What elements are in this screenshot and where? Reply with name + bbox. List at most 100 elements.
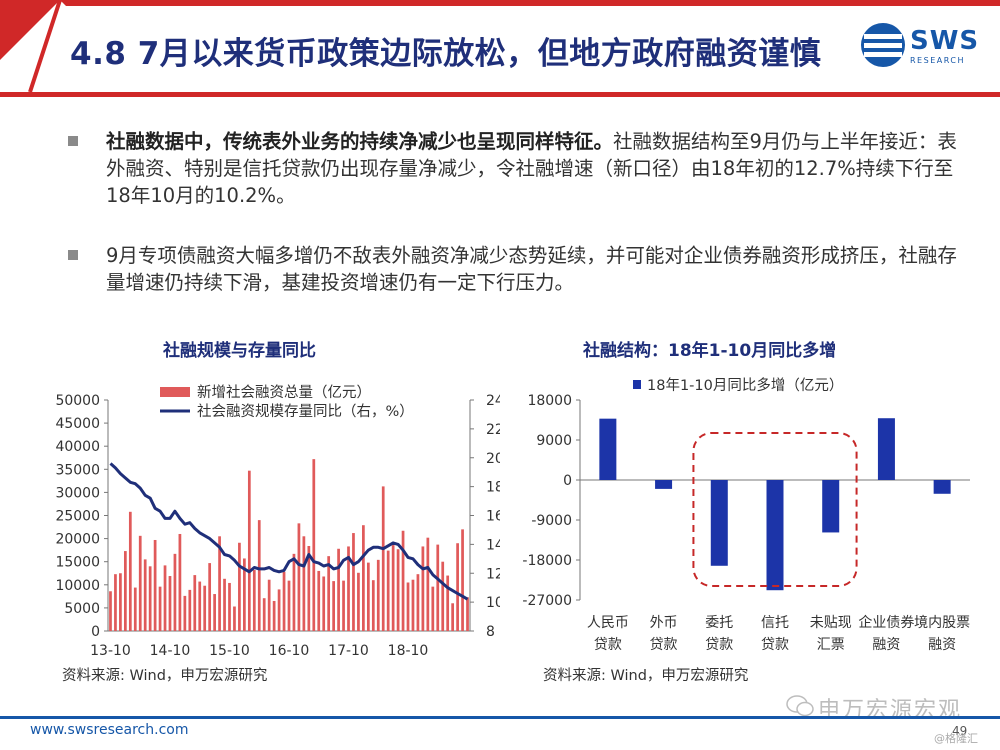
category-label: 融资 bbox=[928, 637, 956, 653]
x-tick-label: 16-10 bbox=[269, 643, 310, 659]
bar bbox=[371, 580, 375, 631]
highlight-box bbox=[692, 432, 858, 587]
bar bbox=[342, 580, 345, 631]
bar bbox=[218, 536, 221, 631]
legend-bar-label: 新增社会融资总量（亿元） bbox=[197, 384, 371, 401]
chart-1-title: 社融规模与存量同比 bbox=[163, 341, 316, 361]
bar bbox=[302, 536, 306, 631]
bar bbox=[426, 537, 430, 631]
category-label: 信托 bbox=[761, 615, 789, 631]
logo-mark-icon bbox=[861, 23, 905, 67]
bar bbox=[317, 570, 321, 631]
bar bbox=[766, 480, 784, 591]
right-tick-label: 16 bbox=[486, 509, 500, 525]
bar bbox=[163, 565, 167, 631]
header-bottom-line bbox=[0, 92, 1000, 97]
legend-line-label: 社会融资规模存量同比（右，%） bbox=[197, 403, 414, 420]
bullet-1-bold: 社融数据中，传统表外业务的持续净减少也呈现同样特征。 bbox=[106, 130, 614, 153]
category-label: 汇票 bbox=[817, 637, 845, 653]
bar bbox=[362, 525, 365, 631]
bar bbox=[203, 585, 207, 631]
bullet-2-text: 9月专项债融资大幅多增仍不敌表外融资净减少态势延续，并可能对企业债券融资形成挤压… bbox=[106, 244, 957, 294]
right-tick-label: 18 bbox=[486, 480, 500, 496]
bullet-square-icon bbox=[68, 136, 78, 146]
header-red-corner bbox=[0, 0, 60, 60]
bar bbox=[292, 553, 296, 631]
wechat-icon bbox=[786, 695, 814, 717]
left-tick-label: 30000 bbox=[55, 485, 100, 501]
chart-2-title: 社融结构：18年1-10月同比多增 bbox=[583, 341, 837, 361]
bar bbox=[243, 558, 246, 631]
header-decoration bbox=[0, 0, 1000, 97]
chart-1-source: 资料来源: Wind，申万宏源研究 bbox=[62, 668, 268, 684]
bar bbox=[223, 578, 226, 631]
bar bbox=[416, 574, 420, 631]
category-label: 人民币 bbox=[587, 615, 629, 631]
bar bbox=[655, 480, 673, 489]
bar bbox=[297, 523, 301, 631]
bullet-2-body: 9月专项债融资大幅多增仍不敌表外融资净减少态势延续，并可能对企业债券融资形成挤压… bbox=[106, 242, 960, 296]
category-label: 贷款 bbox=[705, 637, 733, 653]
bar bbox=[312, 459, 316, 631]
bar bbox=[213, 594, 216, 631]
category-label: 未贴现 bbox=[810, 615, 852, 631]
footer-divider bbox=[0, 716, 1000, 719]
bar bbox=[153, 539, 157, 631]
page-number: 49 bbox=[952, 724, 968, 738]
bar bbox=[436, 544, 440, 631]
bar bbox=[148, 566, 152, 631]
bar bbox=[183, 595, 187, 631]
logo-text: SWS bbox=[910, 26, 980, 56]
left-tick-label: 25000 bbox=[55, 509, 100, 525]
left-tick-label: 5000 bbox=[64, 601, 100, 617]
x-tick-label: 18-10 bbox=[388, 643, 429, 659]
left-tick-label: 45000 bbox=[55, 416, 100, 432]
bar bbox=[178, 533, 182, 631]
category-label: 外币 bbox=[650, 615, 678, 631]
bar bbox=[327, 556, 331, 631]
left-tick-label: 50000 bbox=[55, 393, 100, 409]
x-tick-label: 14-10 bbox=[150, 643, 191, 659]
header-diagonal bbox=[28, 0, 62, 93]
header-top-line bbox=[60, 0, 1000, 6]
page-title: 4.8 7月以来货币政策边际放松，但地方政府融资谨慎 bbox=[70, 36, 822, 72]
bar bbox=[193, 575, 197, 631]
bar bbox=[386, 550, 390, 631]
chart-1-svg: 5000045000400003500030000250002000015000… bbox=[55, 384, 500, 659]
bar bbox=[461, 529, 464, 631]
category-label: 境内股票 bbox=[914, 615, 970, 631]
bar bbox=[128, 511, 132, 631]
bar bbox=[599, 418, 617, 480]
right-tick-label: 8 bbox=[486, 624, 495, 640]
bar bbox=[123, 551, 127, 631]
bar bbox=[262, 598, 266, 631]
bar bbox=[168, 576, 172, 631]
sws-logo: SWS RESEARCH bbox=[858, 20, 988, 72]
bar bbox=[252, 570, 256, 631]
right-tick-label: 20 bbox=[486, 451, 500, 467]
category-label: 企业债券 bbox=[858, 614, 914, 631]
bar bbox=[228, 582, 231, 631]
footer-url: www.swsresearch.com bbox=[30, 722, 189, 738]
y-tick-label: -27000 bbox=[522, 593, 572, 609]
bullet-2: 9月专项债融资大幅多增仍不敌表外融资净减少态势延续，并可能对企业债券融资形成挤压… bbox=[68, 242, 960, 296]
watermark-subtext: @格隆汇 bbox=[934, 732, 978, 745]
watermark-text: 申万宏源宏观 bbox=[818, 698, 963, 723]
right-tick-label: 24 bbox=[486, 393, 500, 409]
bullet-1: 社融数据中，传统表外业务的持续净减少也呈现同样特征。社融数据结构至9月仍与上半年… bbox=[68, 128, 960, 209]
bar bbox=[138, 535, 142, 631]
bar bbox=[451, 603, 455, 631]
bar bbox=[466, 597, 469, 631]
bar bbox=[337, 548, 340, 631]
bar bbox=[307, 545, 311, 631]
x-tick-label: 15-10 bbox=[209, 643, 250, 659]
bar bbox=[272, 600, 276, 631]
bar bbox=[109, 591, 112, 631]
bar bbox=[391, 545, 395, 631]
bar bbox=[267, 579, 271, 631]
left-tick-label: 0 bbox=[91, 624, 100, 640]
x-tick-label: 17-10 bbox=[328, 643, 369, 659]
bar bbox=[877, 418, 895, 480]
bar bbox=[233, 606, 236, 631]
